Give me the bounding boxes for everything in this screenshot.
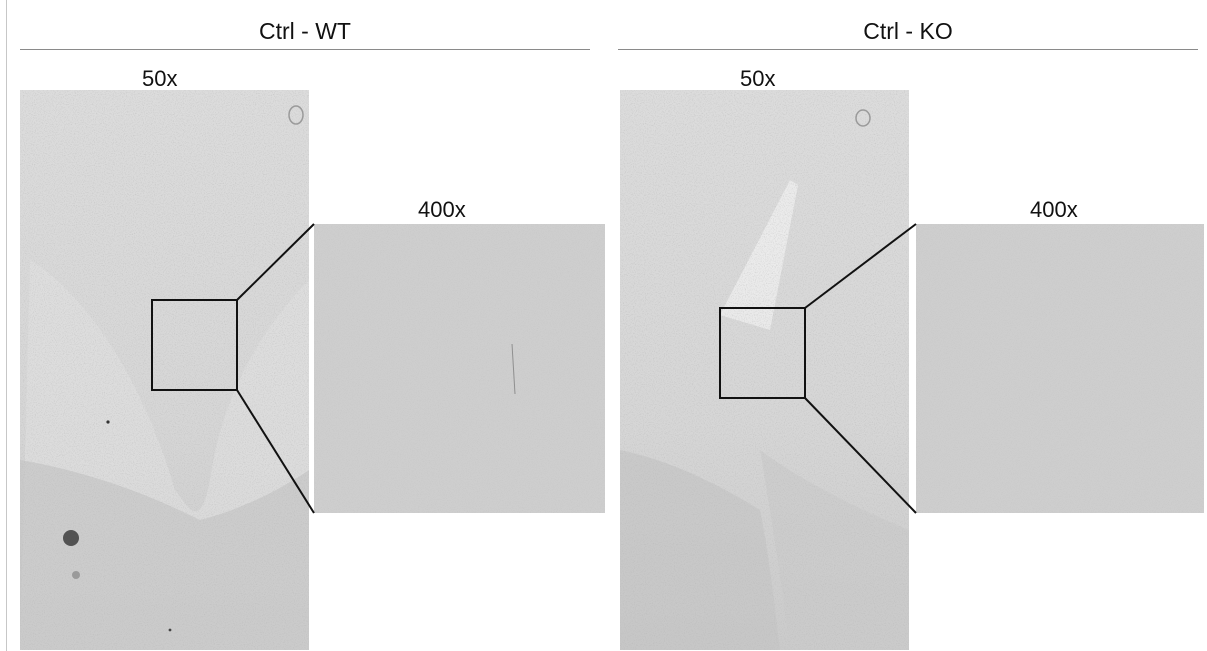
panel-title-rule-wt: [20, 49, 590, 50]
left-border-line: [6, 0, 7, 651]
micrograph-400x-wt: [314, 224, 605, 513]
micrograph-400x-ko: [916, 224, 1204, 513]
high-mag-label-wt: 400x: [418, 197, 466, 222]
panel-title-wt: Ctrl - WT: [259, 18, 351, 44]
micrograph-50x-ko: [620, 90, 909, 650]
high-mag-label-ko: 400x: [1030, 197, 1078, 222]
panel-title-ko: Ctrl - KO: [863, 18, 953, 44]
low-mag-label-wt: 50x: [142, 66, 178, 91]
micrograph-50x-wt: [20, 90, 309, 650]
panel-title-rule-ko: [618, 49, 1198, 50]
low-mag-label-ko: 50x: [740, 66, 776, 91]
